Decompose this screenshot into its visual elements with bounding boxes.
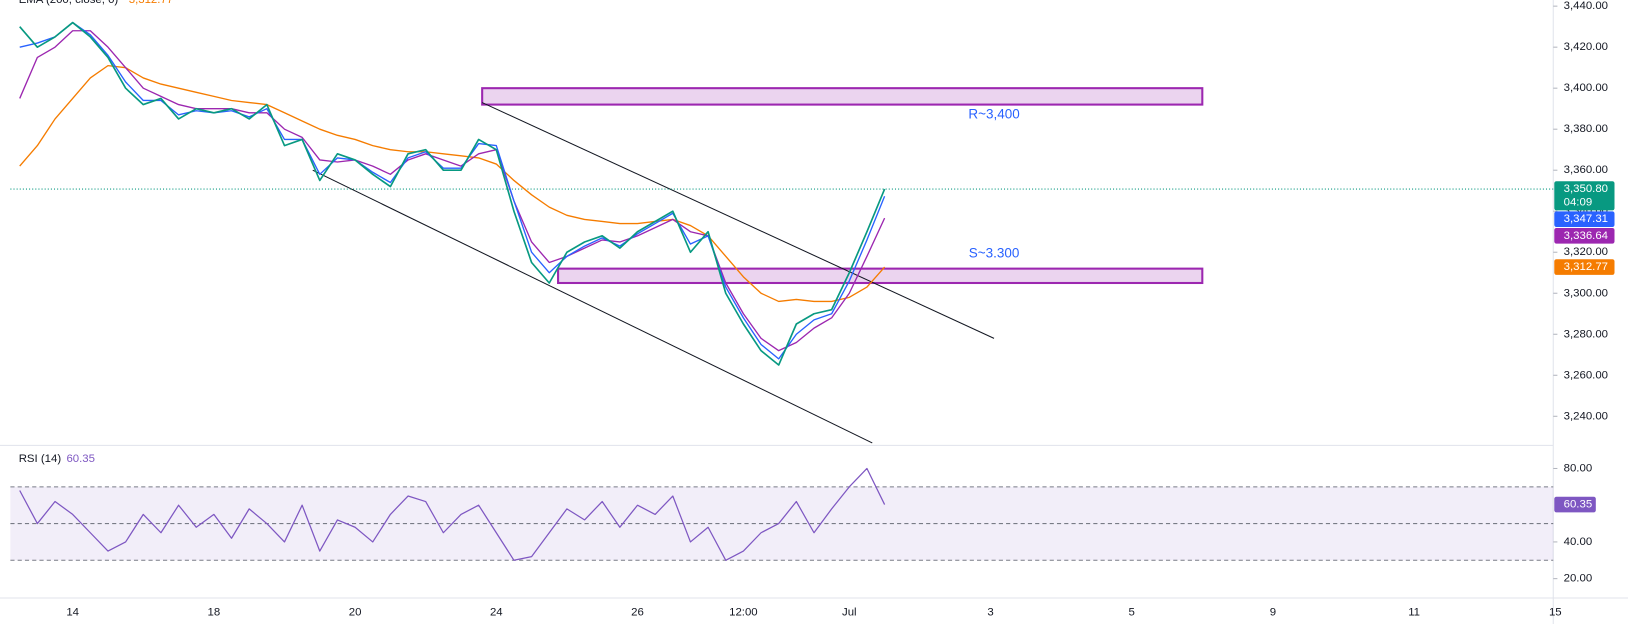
rsi-title: RSI (14) — [19, 453, 62, 465]
x-tick-label: 20 — [349, 607, 362, 619]
zone-label: S~3.300 — [969, 246, 1020, 261]
x-tick-label: 11 — [1408, 607, 1420, 619]
last-value-label: 60.35 — [1564, 499, 1593, 511]
last-value-label: 3,347.31 — [1564, 213, 1608, 225]
x-tick-label: 5 — [1129, 607, 1135, 619]
y-tick-label: 3,280.00 — [1564, 328, 1608, 340]
countdown: 04:09 — [1564, 197, 1593, 209]
rsi-line — [19, 467, 886, 561]
series-line — [19, 64, 886, 303]
legend-title: EMA (200, close, 0) — [19, 0, 119, 6]
last-value-box — [1554, 228, 1615, 244]
zone — [481, 87, 1204, 106]
y-tick-label: 3,240.00 — [1564, 410, 1608, 422]
last-value-box — [1554, 211, 1615, 227]
last-value-label: 3,350.80 — [1564, 183, 1608, 195]
trendline — [312, 169, 873, 444]
x-tick-label: 14 — [66, 607, 79, 619]
y-tick-label: 3,400.00 — [1564, 82, 1608, 94]
y-tick-label: 20.00 — [1564, 573, 1593, 585]
last-value-label: 3,336.64 — [1564, 230, 1609, 242]
x-tick-label: 26 — [631, 607, 644, 619]
x-tick-label: 24 — [490, 607, 503, 619]
zone — [557, 267, 1204, 285]
rsi-legend-value: 60.35 — [66, 453, 95, 465]
x-tick-label: Jul — [842, 607, 857, 619]
trendline — [481, 102, 995, 339]
x-tick-label: 3 — [987, 607, 993, 619]
last-value-box — [1554, 181, 1615, 211]
x-tick-label: 15 — [1549, 607, 1562, 619]
x-tick-label: 18 — [208, 607, 221, 619]
y-tick-label: 3,420.00 — [1564, 41, 1608, 53]
series-line — [19, 21, 886, 366]
y-tick-label: 80.00 — [1564, 463, 1593, 475]
x-tick-label: 9 — [1270, 607, 1276, 619]
y-tick-label: 3,320.00 — [1564, 246, 1608, 258]
y-tick-label: 3,380.00 — [1564, 123, 1608, 135]
legend-value: 3,312.77 — [129, 0, 173, 6]
y-tick-label: 3,260.00 — [1564, 369, 1608, 381]
y-tick-label: 40.00 — [1564, 536, 1593, 548]
y-tick-label: 3,360.00 — [1564, 164, 1608, 176]
x-tick-label: 12:00 — [729, 607, 758, 619]
last-value-label: 3,312.77 — [1564, 261, 1608, 273]
last-value-box — [1554, 496, 1596, 513]
last-value-box — [1554, 259, 1615, 275]
zone-label: R~3,400 — [968, 107, 1019, 122]
y-tick-label: 3,300.00 — [1564, 287, 1608, 299]
y-tick-label: 3,440.00 — [1564, 0, 1608, 12]
series-line — [19, 30, 886, 352]
